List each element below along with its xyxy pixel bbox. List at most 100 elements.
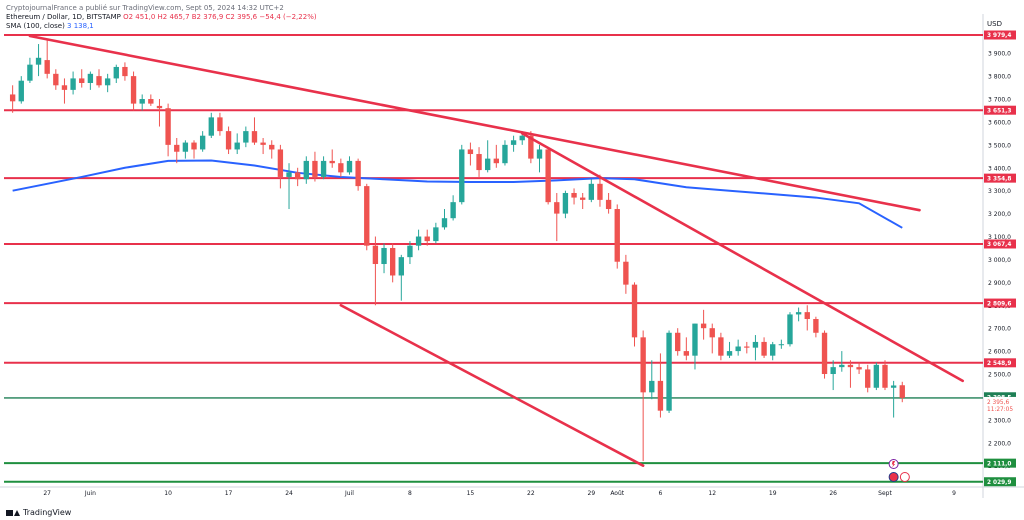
- candle-body: [87, 73, 94, 83]
- candle-body: [165, 108, 171, 145]
- candle-body: [234, 142, 240, 150]
- candle-body: [597, 183, 603, 200]
- candle-body: [96, 76, 102, 86]
- x-tick-label: 19: [769, 490, 777, 497]
- candle-body: [130, 76, 137, 104]
- x-tick-label: 27: [43, 490, 51, 497]
- x-tick-label: Août: [610, 490, 624, 497]
- candle-body: [113, 66, 119, 79]
- candle-body: [156, 105, 163, 109]
- y-tick-label: 3 200,0: [988, 211, 1011, 218]
- x-tick-label: 29: [588, 490, 596, 497]
- candle-body: [640, 337, 646, 393]
- candle-body: [536, 149, 543, 159]
- x-tick-label: 26: [829, 490, 837, 497]
- candle-body: [666, 332, 672, 411]
- candle-body: [355, 160, 361, 187]
- candle-body: [139, 99, 145, 104]
- level-price-label: 2 029,9: [987, 480, 1011, 486]
- candle-body: [614, 209, 620, 262]
- x-tick-label: 15: [467, 490, 475, 497]
- candle-body: [9, 94, 16, 102]
- candle-body: [770, 344, 776, 356]
- y-tick-label: 2 600,0: [988, 349, 1011, 356]
- y-tick-label: 3 100,0: [988, 234, 1011, 241]
- candle-body: [312, 160, 318, 177]
- candle-body: [35, 57, 42, 65]
- candle-body: [18, 80, 24, 102]
- flag-event-icon: [899, 472, 910, 482]
- currency-label: USD: [987, 20, 1002, 28]
- level-price-label: 3 354,8: [987, 176, 1011, 182]
- candle-body: [830, 367, 836, 375]
- candle-body: [79, 78, 85, 83]
- candle-body: [415, 236, 422, 246]
- level-price-tag: [984, 477, 1016, 487]
- candle-body: [675, 332, 681, 352]
- candle-body: [899, 385, 905, 398]
- sma-label[interactable]: SMA (100, close): [6, 22, 65, 30]
- y-tick-label: 3 800,0: [988, 74, 1011, 81]
- candle-body: [44, 60, 50, 74]
- candle-body: [27, 64, 33, 81]
- candle-body: [104, 78, 111, 86]
- candle-body: [519, 135, 525, 141]
- candle-body: [761, 341, 767, 356]
- candle-body: [199, 135, 206, 150]
- level-price-label: 2 809,6: [987, 301, 1011, 307]
- trendline: [28, 34, 921, 212]
- candle-body: [649, 380, 655, 393]
- candle-body: [191, 142, 197, 150]
- x-tick-label: Sept: [878, 490, 892, 497]
- candle-body: [545, 149, 551, 203]
- x-tick-label: 12: [708, 490, 716, 497]
- candle-body: [320, 160, 327, 177]
- candle-body: [53, 73, 59, 86]
- candle-body: [122, 66, 128, 77]
- candle-body: [865, 369, 871, 388]
- level-price-label: 3 651,3: [987, 108, 1011, 114]
- candle-body: [70, 78, 76, 90]
- ohlc-values: O2 451,0 H2 465,7 B2 376,9 C2 395,6 −54,…: [123, 13, 317, 21]
- candle-body: [821, 332, 828, 375]
- candle-body: [873, 364, 880, 388]
- flag-event-icon: [888, 472, 899, 482]
- candle-body: [208, 117, 214, 136]
- candle-body: [303, 160, 309, 180]
- countdown-label: 11:27:05: [987, 407, 1013, 413]
- level-price-label: 3 067,4: [987, 242, 1011, 248]
- candle-body: [890, 385, 897, 388]
- y-tick-label: 3 500,0: [988, 142, 1011, 149]
- candle-body: [364, 186, 370, 246]
- symbol-label[interactable]: Ethereum / Dollar, 1D, BITSTAMP: [6, 13, 121, 21]
- candle-body: [467, 149, 474, 155]
- x-tick-label: Juil: [344, 490, 354, 497]
- y-tick-label: 3 000,0: [988, 257, 1011, 264]
- candle-body: [718, 337, 724, 356]
- candle-body: [554, 202, 560, 214]
- candle-body: [735, 346, 741, 352]
- candle-body: [528, 135, 534, 159]
- symbol-info-row: Ethereum / Dollar, 1D, BITSTAMP O2 451,0…: [6, 13, 317, 22]
- candle-body: [752, 341, 759, 348]
- candle-body: [839, 364, 845, 368]
- candle-body: [787, 314, 793, 345]
- candle-body: [795, 312, 802, 315]
- candle-body: [502, 144, 508, 164]
- candle-body: [182, 142, 189, 152]
- candle-body: [217, 117, 223, 132]
- candle-body: [346, 160, 353, 173]
- candle-body: [778, 344, 785, 346]
- y-tick-label: 3 900,0: [988, 51, 1011, 58]
- candle-body: [700, 323, 707, 329]
- candle-body: [623, 261, 629, 285]
- candle-body: [856, 367, 862, 370]
- level-price-tag: [984, 358, 1016, 368]
- level-price-tag: [984, 30, 1016, 40]
- candle-body: [381, 247, 387, 265]
- candle-body: [260, 142, 266, 145]
- y-tick-label: 3 300,0: [988, 188, 1011, 195]
- flash-event-glyph: [891, 461, 896, 468]
- candle-body: [882, 364, 888, 388]
